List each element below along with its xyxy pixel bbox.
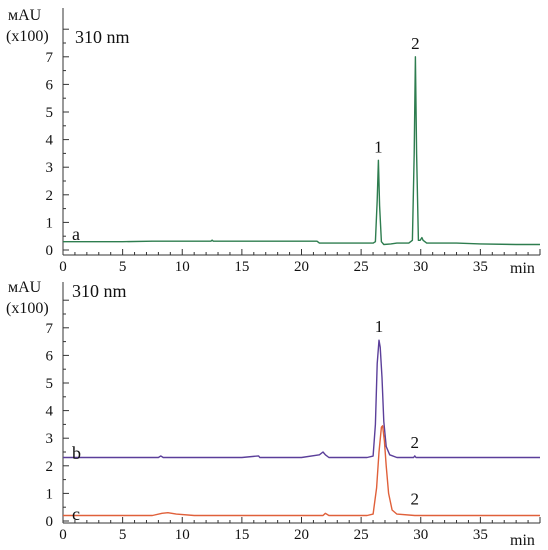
y-tick-label-bottom: 7 <box>46 321 54 337</box>
wavelength-label-bottom: 310 nm <box>72 281 127 301</box>
x-tick-label-top: 0 <box>59 259 67 275</box>
x-tick-label-bottom: 20 <box>294 527 309 543</box>
x-tick-label-bottom: 15 <box>234 527 249 543</box>
y-tick-label-top: 3 <box>46 160 54 176</box>
peak-label-1-bottom: 1 <box>375 317 384 336</box>
y-tick-label-bottom: 1 <box>46 486 54 502</box>
peak-label-2-bottom: 2 <box>411 490 420 509</box>
y-tick-label-top: 6 <box>46 77 54 93</box>
x-tick-label-bottom: 25 <box>354 527 369 543</box>
chart-panel-top: мAU (x100) 310 nm min 0 5 10 15 20 25 30 350123… <box>6 7 541 277</box>
chart-panel-bottom: мAU (x100) 310 nm min 0 5 10 15 20 25 30 350123… <box>6 279 541 549</box>
x-axis-unit-top: min <box>510 260 535 277</box>
trace-b-line <box>63 339 540 459</box>
x-tick-label-top: 5 <box>119 259 127 275</box>
x-tick-label-top: 35 <box>473 259 488 275</box>
trace-a-label: a <box>72 224 80 244</box>
x-tick-label-top: 30 <box>413 259 428 275</box>
trace-b-label: b <box>72 443 81 463</box>
x-tick-label-top: 15 <box>234 259 249 275</box>
x-tick-label-top: 25 <box>354 259 369 275</box>
y-tick-label-bottom: 3 <box>46 431 54 447</box>
y-tick-label-top: 7 <box>46 50 54 66</box>
y-unit-line2-top: (x100) <box>6 28 49 45</box>
trace-c-label: c <box>72 504 80 524</box>
x-tick-label-top: 10 <box>175 259 190 275</box>
y-tick-label-bottom: 4 <box>46 404 54 420</box>
y-tick-label-top: 2 <box>46 188 54 204</box>
y-tick-label-bottom: 0 <box>46 514 54 530</box>
x-tick-label-bottom: 10 <box>175 527 190 543</box>
x-axis-unit-bottom: min <box>510 532 535 549</box>
peak-label-2-top: 2 <box>411 34 420 53</box>
y-tick-label-top: 4 <box>46 133 54 149</box>
y-unit-line1-top: мAU <box>8 7 42 24</box>
x-tick-label-bottom: 30 <box>413 527 428 543</box>
x-tick-label-top: 20 <box>294 259 309 275</box>
y-unit-line2-bottom: (x100) <box>6 300 49 317</box>
trace-a-line <box>63 56 540 246</box>
x-tick-label-bottom: 5 <box>119 527 127 543</box>
y-tick-label-top: 1 <box>46 215 54 231</box>
y-tick-label-bottom: 5 <box>46 376 54 392</box>
y-tick-label-top: 5 <box>46 105 54 121</box>
x-tick-label-bottom: 0 <box>59 527 67 543</box>
trace-c-line <box>63 425 540 517</box>
y-tick-label-bottom: 2 <box>46 459 54 475</box>
y-tick-label-bottom: 6 <box>46 348 54 364</box>
wavelength-label-top: 310 nm <box>75 27 130 47</box>
y-unit-line1-bottom: мAU <box>8 279 42 296</box>
peak-label-1-top: 1 <box>374 137 383 156</box>
peak-label-2-bottom: 2 <box>411 433 420 452</box>
x-tick-label-bottom: 35 <box>473 527 488 543</box>
y-tick-label-top: 0 <box>46 243 54 259</box>
